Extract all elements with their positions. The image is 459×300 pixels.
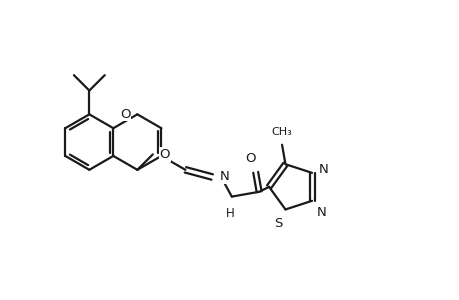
- Text: N: N: [318, 164, 328, 176]
- Text: S: S: [274, 218, 282, 230]
- Text: O: O: [159, 148, 170, 161]
- Text: O: O: [245, 152, 256, 165]
- Text: N: N: [220, 170, 230, 184]
- Text: N: N: [316, 206, 326, 219]
- Text: O: O: [120, 108, 130, 121]
- Text: CH₃: CH₃: [271, 127, 292, 137]
- Text: H: H: [225, 206, 234, 220]
